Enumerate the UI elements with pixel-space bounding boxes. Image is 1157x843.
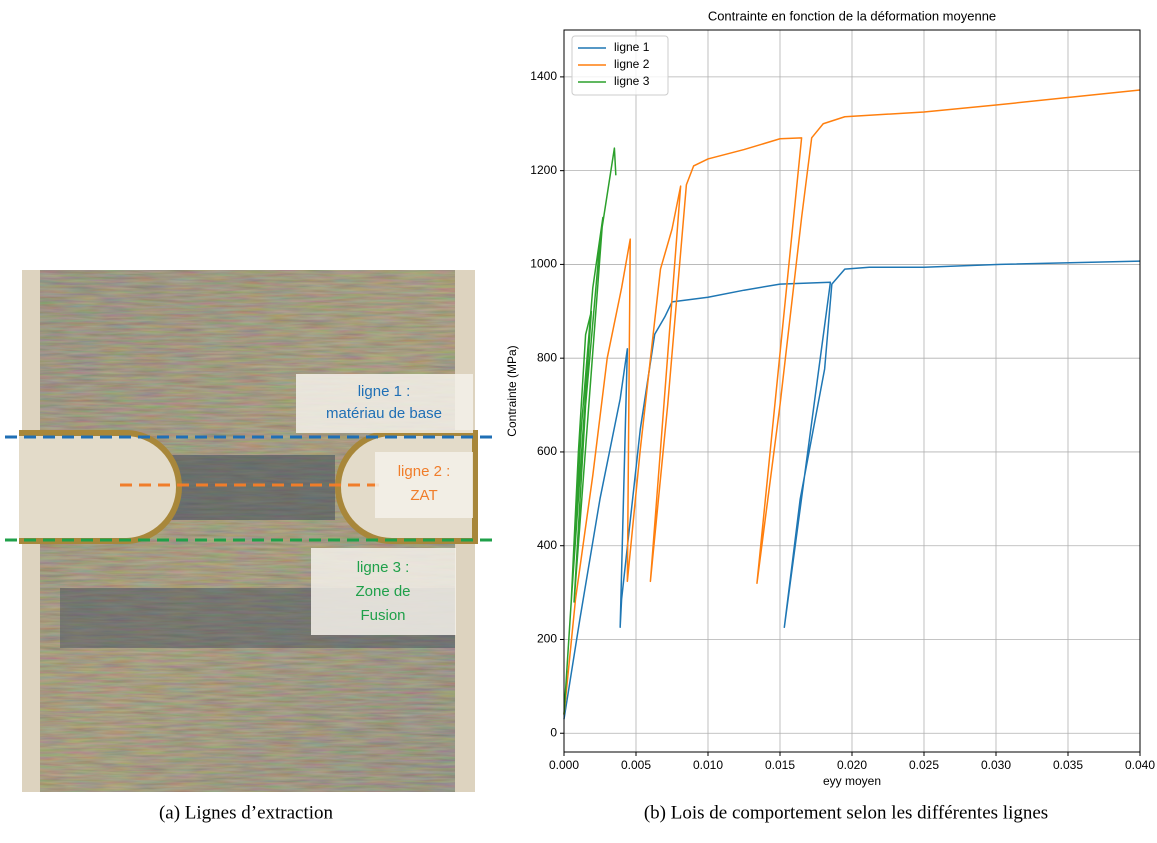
y-tick-label: 200 [537,632,557,646]
left-notch [22,433,179,541]
y-tick-label: 800 [537,350,557,364]
label-box [375,452,473,518]
y-axis-label: Contrainte (MPa) [505,345,519,436]
photo-label: ligne 1 : [358,383,411,400]
x-tick-label: 0.025 [909,758,939,772]
x-tick-label: 0.040 [1125,758,1155,772]
y-tick-label: 400 [537,538,557,552]
chart-title: Contrainte en fonction de la déformation… [708,8,996,23]
photo-label: ligne 2 : [398,463,451,480]
caption: (a) Lignes d’extraction [159,802,334,823]
figure: ligne 1 : matériau de base ligne 2 : ZAT… [0,0,1157,838]
photo-label: ZAT [410,487,437,504]
photo-label: ligne 3 : [357,559,410,576]
x-tick-label: 0.015 [765,758,795,772]
legend-label: ligne 2 [614,57,650,71]
neck-band [170,455,335,520]
y-tick-label: 1400 [530,69,557,83]
legend-label: ligne 1 [614,40,650,54]
page: Figure {"photo": {"labels": [["ligne 1 :… [0,0,1157,838]
x-tick-label: 0.010 [693,758,723,772]
caption: (b) Lois de comportement selon les diffé… [644,802,1048,823]
photo: ligne 1 : matériau de base ligne 2 : ZAT… [5,270,495,792]
y-tick-label: 0 [550,725,557,739]
y-tick-label: 1200 [530,163,557,177]
x-tick-label: 0.000 [549,758,579,772]
x-tick-label: 0.035 [1053,758,1083,772]
y-tick-label: 600 [537,444,557,458]
body: ligne 1 : matériau de base ligne 2 : ZAT… [0,0,1157,838]
x-tick-label: 0.030 [981,758,1011,772]
photo-label: Fusion [360,607,405,624]
photo-label: matériau de base [326,405,442,422]
chart: Contrainte en fonction de la déformation… [505,8,1155,788]
x-tick-label: 0.020 [837,758,867,772]
x-axis-label: eyy moyen [823,774,881,788]
photo-label: Zone de [355,583,410,600]
legend-label: ligne 3 [614,74,650,88]
x-tick-label: 0.005 [621,758,651,772]
left-edge [19,436,31,538]
y-tick-label: 1000 [530,257,557,271]
